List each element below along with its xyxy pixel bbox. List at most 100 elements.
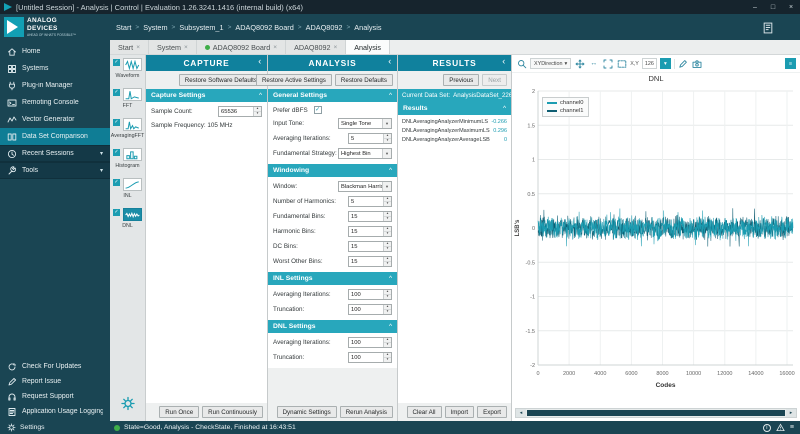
restore-active-settings-button[interactable]: Restore Active Settings — [256, 74, 332, 86]
view-checkbox[interactable]: ✓ — [113, 59, 120, 66]
settings-button[interactable]: Settings — [0, 423, 110, 432]
save-chart-icon[interactable] — [706, 58, 717, 69]
next-dataset-button[interactable]: Next — [482, 74, 507, 86]
fundamental-bins-stepper[interactable]: 15▴▾ — [348, 211, 392, 222]
chart-horizontal-scrollbar[interactable]: ◂ ▸ — [515, 408, 797, 418]
results-section-header[interactable]: Results ^ — [398, 102, 511, 115]
warning-icon[interactable] — [776, 423, 785, 432]
chart-menu-button[interactable]: ≡ — [785, 58, 796, 69]
annotate-icon[interactable] — [678, 58, 689, 69]
scroll-right-icon[interactable]: ▸ — [786, 409, 796, 417]
dc-bins-stepper[interactable]: 15▴▾ — [348, 241, 392, 252]
chart-dropdown-button[interactable]: ▾ — [660, 58, 671, 69]
info-icon[interactable]: i — [763, 424, 771, 432]
section-header-dnl-settings[interactable]: DNL Settings^ — [268, 320, 397, 333]
breadcrumb-item-subsystem-1[interactable]: Subsystem_1 — [179, 23, 223, 32]
breadcrumb-item-adaq8092-board[interactable]: ADAQ8092 Board — [235, 23, 293, 32]
run-once-button[interactable]: Run Once — [159, 406, 199, 418]
sidebar-item-systems[interactable]: Systems — [0, 60, 110, 77]
tab-system[interactable]: System× — [149, 40, 197, 54]
sidebar-item-application-usage-logging[interactable]: Application Usage Logging — [0, 404, 110, 419]
section-header-windowing[interactable]: Windowing^ — [268, 164, 397, 177]
input-tone-select[interactable]: Single Tone▾ — [338, 118, 392, 129]
stepper-down-icon[interactable]: ▾ — [384, 232, 391, 236]
averaging-iterations-stepper[interactable]: 5▴▾ — [348, 133, 392, 144]
clear-all-button[interactable]: Clear All — [407, 406, 442, 418]
stepper-down-icon[interactable]: ▾ — [384, 247, 391, 251]
view-checkbox[interactable]: ✓ — [113, 119, 120, 126]
stepper-down-icon[interactable]: ▾ — [384, 262, 391, 266]
breadcrumb-item-adaq8092[interactable]: ADAQ8092 — [306, 23, 343, 32]
zoom-icon[interactable] — [516, 58, 527, 69]
stepper-down-icon[interactable]: ▾ — [384, 310, 391, 314]
sidebar-item-plug-in-manager[interactable]: Plug-in Manager — [0, 77, 110, 94]
restore-software-defaults-button[interactable]: Restore Software Defaults — [179, 74, 263, 86]
fundamental-strategy-select[interactable]: Highest Bin▾ — [338, 148, 392, 159]
analysis-view-averagingfft[interactable]: ✓AveragingFFT — [110, 115, 145, 145]
box-zoom-icon[interactable] — [616, 58, 627, 69]
chart-legend[interactable]: channel0channel1 — [542, 97, 589, 117]
rerun-analysis-button[interactable]: Rerun Analysis — [340, 406, 393, 418]
close-button[interactable]: × — [782, 0, 800, 14]
scroll-left-icon[interactable]: ◂ — [516, 409, 526, 417]
tab-adaq8092[interactable]: ADAQ8092× — [286, 40, 346, 54]
close-tab-icon[interactable]: × — [333, 44, 337, 51]
sidebar-item-check-for-updates[interactable]: Check For Updates — [0, 359, 110, 374]
points-count-box[interactable]: 126 — [642, 58, 657, 69]
dynamic-settings-button[interactable]: Dynamic Settings — [277, 406, 337, 418]
pan-icon[interactable] — [574, 58, 585, 69]
sidebar-item-home[interactable]: Home — [0, 43, 110, 60]
collapse-capture-icon[interactable]: ‹ — [258, 56, 262, 66]
close-tab-icon[interactable]: × — [273, 44, 277, 51]
close-tab-icon[interactable]: × — [184, 44, 188, 51]
sidebar-item-vector-generator[interactable]: Vector Generator — [0, 111, 110, 128]
analysis-view-fft[interactable]: ✓FFT — [110, 85, 145, 115]
number-of-harmonics-stepper[interactable]: 5▴▾ — [348, 196, 392, 207]
analysis-view-waveform[interactable]: ✓Waveform — [110, 55, 145, 85]
close-tab-icon[interactable]: × — [136, 44, 140, 51]
stepper-down-icon[interactable]: ▾ — [384, 343, 391, 347]
run-continuously-button[interactable]: Run Continuously — [202, 406, 263, 418]
sidebar-item-recent-sessions[interactable]: Recent Sessions▾ — [0, 145, 110, 162]
worst-other-bins-stepper[interactable]: 15▴▾ — [348, 256, 392, 267]
import-button[interactable]: Import — [445, 406, 475, 418]
section-header-inl-settings[interactable]: INL Settings^ — [268, 272, 397, 285]
dnl-chart[interactable]: -2-1.5-1-0.500.511.520200040006000800010… — [512, 83, 800, 401]
stepper-down-icon[interactable]: ▾ — [384, 217, 391, 221]
harmonic-bins-stepper[interactable]: 15▴▾ — [348, 226, 392, 237]
analysis-view-dnl[interactable]: ✓DNL — [110, 205, 145, 235]
collapse-analysis-icon[interactable]: ‹ — [388, 56, 392, 66]
truncation-stepper[interactable]: 100▴▾ — [348, 352, 392, 363]
stepper-down-icon[interactable]: ▾ — [254, 112, 261, 116]
fit-view-icon[interactable] — [602, 58, 613, 69]
tab-analysis[interactable]: Analysis — [346, 40, 390, 54]
xy-direction-select[interactable]: XYDirection ▾ — [530, 58, 571, 69]
analog-devices-logo[interactable]: ANALOG DEVICES AHEAD OF WHAT'S POSSIBLE™ — [4, 17, 76, 37]
capture-settings-section-header[interactable]: Capture Settings ^ — [146, 89, 267, 102]
minimize-button[interactable]: – — [746, 0, 764, 14]
maximize-button[interactable]: □ — [764, 0, 782, 14]
sidebar-item-request-support[interactable]: Request Support — [0, 389, 110, 404]
averaging-iterations-stepper[interactable]: 100▴▾ — [348, 289, 392, 300]
restore-defaults-button[interactable]: Restore Defaults — [335, 74, 393, 86]
xy-readout-label[interactable]: X,Y — [630, 61, 639, 67]
sidebar-item-data-set-comparison[interactable]: Data Set Comparison — [0, 128, 110, 145]
collapse-results-icon[interactable]: ‹ — [502, 56, 506, 66]
tab-adaq8092-board[interactable]: ADAQ8092 Board× — [197, 40, 286, 54]
analysis-view-inl[interactable]: ✓INL — [110, 175, 145, 205]
view-checkbox[interactable]: ✓ — [113, 179, 120, 186]
sidebar-item-tools[interactable]: Tools▾ — [0, 162, 110, 179]
sample-count-input[interactable]: 65536 ▴▾ — [218, 106, 262, 117]
stepper-down-icon[interactable]: ▾ — [384, 358, 391, 362]
sidebar-item-remoting-console[interactable]: Remoting Console — [0, 94, 110, 111]
sidebar-item-report-issue[interactable]: Report Issue — [0, 374, 110, 389]
snapshot-icon[interactable] — [692, 58, 703, 69]
view-checkbox[interactable]: ✓ — [113, 149, 120, 156]
export-button[interactable]: Export — [477, 406, 507, 418]
breadcrumb-item-analysis[interactable]: Analysis — [354, 23, 381, 32]
stepper-down-icon[interactable]: ▾ — [384, 295, 391, 299]
prefer-dbfs-checkbox[interactable]: ✓ — [314, 106, 322, 114]
window-select[interactable]: Blackman Harris 7▾ — [338, 181, 392, 192]
analysis-view-histogram[interactable]: ✓Histogram — [110, 145, 145, 175]
previous-dataset-button[interactable]: Previous — [443, 74, 479, 86]
